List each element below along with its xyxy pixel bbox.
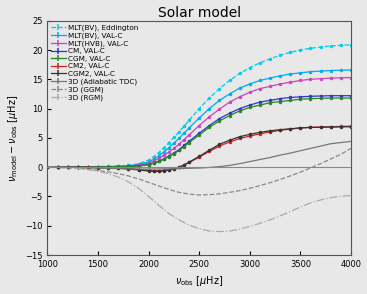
Title: Solar model: Solar model: [158, 6, 241, 20]
Y-axis label: $\nu_{\rm model} - \nu_{\rm obs}$ [$\mu$Hz]: $\nu_{\rm model} - \nu_{\rm obs}$ [$\mu$…: [6, 94, 19, 182]
Legend: MLT(BV), Eddington, MLT(BV), VAL-C, MLT(HVB), VAL-C, CM, VAL-C, CGM, VAL-C, CM2,: MLT(BV), Eddington, MLT(BV), VAL-C, MLT(…: [50, 23, 139, 102]
X-axis label: $\nu_{\rm obs}$ [$\mu$Hz]: $\nu_{\rm obs}$ [$\mu$Hz]: [175, 274, 224, 288]
